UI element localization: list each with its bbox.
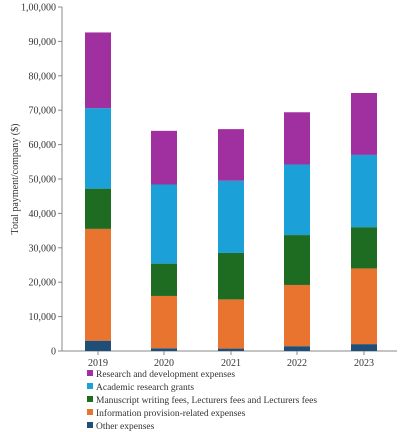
bar-segment-2023-3 <box>351 227 377 269</box>
legend-swatch <box>87 409 93 415</box>
bar-segment-2023-4 <box>351 154 377 228</box>
bar-segment-2021-4 <box>218 180 244 253</box>
bar-segment-2019-3 <box>85 188 111 229</box>
bar-segment-2020-2 <box>151 295 177 349</box>
legend-label: Research and development expenses <box>96 370 235 380</box>
bar-segment-2019-5 <box>85 32 111 109</box>
legend: Research and development expenses Academi… <box>87 370 317 432</box>
y-tick-label: 70,000 <box>29 106 57 117</box>
y-tick-label: 60,000 <box>29 140 57 151</box>
bar-segment-2019-1 <box>85 340 111 351</box>
y-tick-label: 50,000 <box>29 175 57 186</box>
y-tick-label: 10,000 <box>29 312 57 323</box>
legend-swatch <box>87 396 93 402</box>
bar-segment-2023-2 <box>351 268 377 345</box>
y-tick-label: 1,00,000 <box>21 3 56 14</box>
axes: 0 10,000 20,000 30,000 40,000 50,000 60,000 70,… <box>10 3 397 369</box>
legend-label: Academic research grants <box>96 383 194 393</box>
bar-segment-2021-5 <box>218 129 244 181</box>
bar-segment-2020-4 <box>151 184 177 264</box>
bar-segment-2023-5 <box>351 93 377 155</box>
y-tick-label: 20,000 <box>29 278 57 289</box>
legend-swatch <box>87 383 93 389</box>
bar-segment-2021-2 <box>218 299 244 349</box>
bar-segment-2022-5 <box>284 112 310 165</box>
x-tick-label: 2020 <box>154 358 174 369</box>
bar-segment-2022-4 <box>284 164 310 236</box>
legend-label: Information provision-related expenses <box>96 408 246 419</box>
legend-label: Manuscript writing fees, Lecturers fees … <box>96 395 317 406</box>
legend-swatch <box>87 422 93 428</box>
bar-segment-2020-3 <box>151 263 177 296</box>
y-tick-label: 0 <box>51 347 56 358</box>
bar-segment-2022-3 <box>284 235 310 285</box>
x-tick-label: 2023 <box>354 358 374 369</box>
x-tick-label: 2021 <box>221 358 241 369</box>
bar-segment-2020-5 <box>151 130 177 185</box>
bar-segment-2019-2 <box>85 228 111 341</box>
bars <box>85 32 377 351</box>
bar-segment-2022-1 <box>284 346 310 351</box>
bar-segment-2022-2 <box>284 284 310 347</box>
bar-segment-2019-4 <box>85 108 111 189</box>
legend-label: Other expenses <box>96 422 155 432</box>
bar-segment-2020-1 <box>151 348 177 351</box>
y-tick-label: 30,000 <box>29 243 57 254</box>
legend-swatch <box>87 370 93 376</box>
bar-segment-2021-3 <box>218 252 244 300</box>
bar-segment-2021-1 <box>218 348 244 351</box>
y-tick-label: 90,000 <box>29 37 57 48</box>
bar-segment-2023-1 <box>351 344 377 351</box>
y-axis-title: Total payment/company ($) <box>10 124 21 235</box>
y-tick-label: 80,000 <box>29 71 57 82</box>
x-tick-label: 2022 <box>287 358 307 369</box>
x-tick-label: 2019 <box>88 358 108 369</box>
y-tick-label: 40,000 <box>29 209 57 220</box>
